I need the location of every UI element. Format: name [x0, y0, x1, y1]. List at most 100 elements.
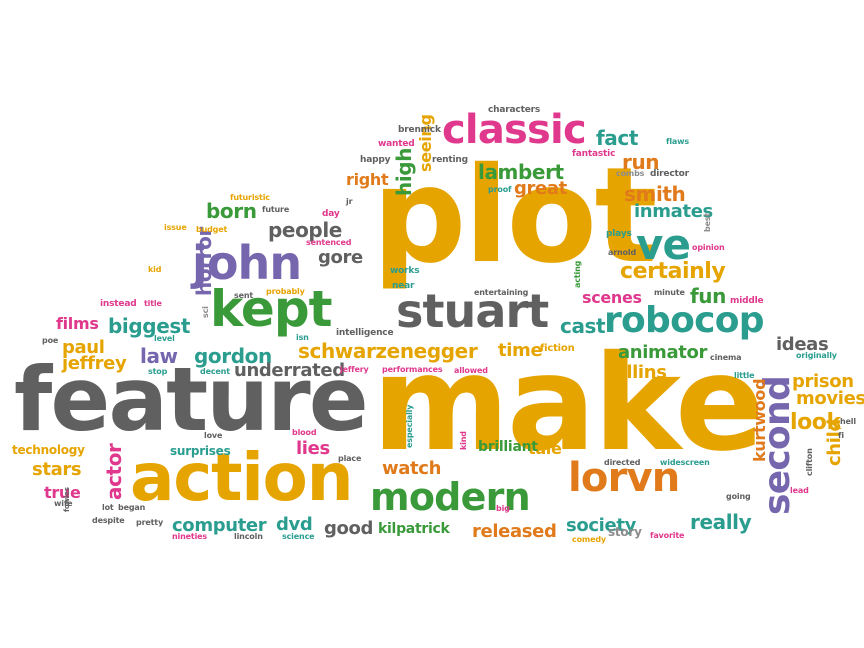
- word-stuart: stuart: [396, 284, 549, 338]
- word-classic: classic: [442, 107, 587, 153]
- word-prison: prison: [792, 371, 854, 392]
- word-performances: performances: [382, 365, 443, 374]
- word-isn: isn: [296, 333, 309, 342]
- word-poe: poe: [42, 336, 59, 345]
- word-near: near: [392, 281, 415, 291]
- word-wanted: wanted: [378, 139, 415, 149]
- word-probably: probably: [266, 287, 305, 296]
- word-combs: combs: [616, 169, 645, 178]
- word-lies: lies: [296, 438, 330, 459]
- word-gore: gore: [318, 247, 363, 268]
- word-robocop: robocop: [604, 300, 765, 341]
- word-paul: paul: [62, 337, 105, 358]
- word-lead: lead: [790, 486, 809, 495]
- word-favorite: favorite: [650, 531, 685, 540]
- word-high: high: [392, 147, 416, 196]
- word-lorvn: lorvn: [568, 455, 680, 501]
- word-collins: collins: [604, 362, 667, 383]
- word-stars: stars: [32, 459, 82, 480]
- word-clifton: clifton: [805, 448, 814, 476]
- word-proof: proof: [488, 185, 512, 194]
- word-despite: despite: [92, 516, 125, 525]
- word-society: society: [566, 515, 636, 536]
- word-lot: lot: [102, 503, 114, 512]
- word-born: born: [206, 199, 257, 223]
- word-plays: plays: [606, 229, 632, 239]
- word-level: level: [154, 334, 175, 343]
- word-biggest: biggest: [108, 314, 191, 338]
- word-make: make: [372, 327, 764, 481]
- word-minute: minute: [654, 288, 685, 297]
- word-look: look: [790, 410, 841, 435]
- word-blood: blood: [292, 428, 317, 437]
- word-wife: wife: [54, 499, 73, 508]
- word-acting: acting: [573, 260, 582, 288]
- word-best: best: [703, 212, 712, 232]
- word-technology: technology: [12, 443, 85, 457]
- word-directed: directed: [604, 458, 641, 467]
- word-tale: tale: [528, 439, 562, 458]
- word-cinema: cinema: [710, 353, 742, 362]
- word-animator: animator: [618, 342, 708, 363]
- word-flaws: flaws: [666, 137, 689, 146]
- word-fantastic: fantastic: [572, 149, 616, 159]
- word-hell: hell: [840, 417, 856, 426]
- word-title: title: [144, 299, 162, 308]
- word-works: works: [390, 266, 420, 276]
- word-began: began: [118, 503, 146, 512]
- word-love: love: [204, 431, 223, 440]
- word-stop: stop: [148, 367, 168, 376]
- word-happy: happy: [360, 155, 391, 165]
- word-allowed: allowed: [454, 366, 488, 375]
- word-modern: modern: [370, 475, 531, 519]
- word-computer: computer: [172, 515, 267, 536]
- word-sci: sci: [201, 306, 210, 318]
- word-jeffery: jeffery: [340, 365, 369, 374]
- word-gordon: gordon: [194, 344, 272, 368]
- word-sent: sent: [234, 291, 254, 300]
- word-comedy: comedy: [572, 535, 606, 544]
- word-run: run: [622, 150, 660, 174]
- word-lambert: lambert: [478, 160, 564, 184]
- word-really: really: [690, 510, 752, 534]
- word-sentenced: sentenced: [306, 238, 352, 247]
- word-day: day: [322, 209, 340, 219]
- word-story: story: [608, 525, 642, 539]
- word-people: people: [268, 218, 342, 242]
- word-released: released: [472, 521, 557, 542]
- word-kurtwood: kurtwood: [750, 378, 769, 462]
- word-brilliant: brilliant: [478, 439, 538, 455]
- word-smith: smith: [624, 182, 686, 206]
- word-dvd: dvd: [276, 514, 313, 535]
- word-kind: kind: [459, 431, 468, 450]
- word-pretty: pretty: [136, 518, 164, 527]
- word-fact: fact: [596, 126, 639, 150]
- word-true: true: [44, 483, 81, 502]
- word-child: child: [824, 419, 845, 466]
- word-place: place: [338, 454, 362, 463]
- word-director: director: [650, 169, 689, 179]
- word-arnold: arnold: [608, 248, 637, 257]
- word-renting: renting: [432, 155, 468, 165]
- word-instead: instead: [100, 299, 137, 309]
- word-law: law: [140, 344, 178, 368]
- word-time: time: [498, 340, 543, 361]
- word-great: great: [514, 178, 567, 199]
- word-going: going: [726, 492, 751, 501]
- word-entertaining: entertaining: [474, 288, 529, 297]
- word-jr: jr: [346, 197, 353, 206]
- word-right: right: [346, 170, 389, 189]
- word-characters: characters: [488, 105, 541, 115]
- word-issue: issue: [164, 223, 187, 232]
- word-kilpatrick: kilpatrick: [378, 521, 450, 537]
- word-john: john: [192, 236, 302, 290]
- word-scenes: scenes: [582, 288, 642, 307]
- word-fi: fi: [838, 431, 844, 440]
- word-lincoln: lincoln: [234, 532, 263, 541]
- word-movies: movies: [796, 388, 864, 409]
- word-good: good: [324, 518, 374, 539]
- word-ideas: ideas: [776, 334, 829, 355]
- word-brennick: brennick: [398, 125, 441, 135]
- word-actor: actor: [102, 443, 126, 500]
